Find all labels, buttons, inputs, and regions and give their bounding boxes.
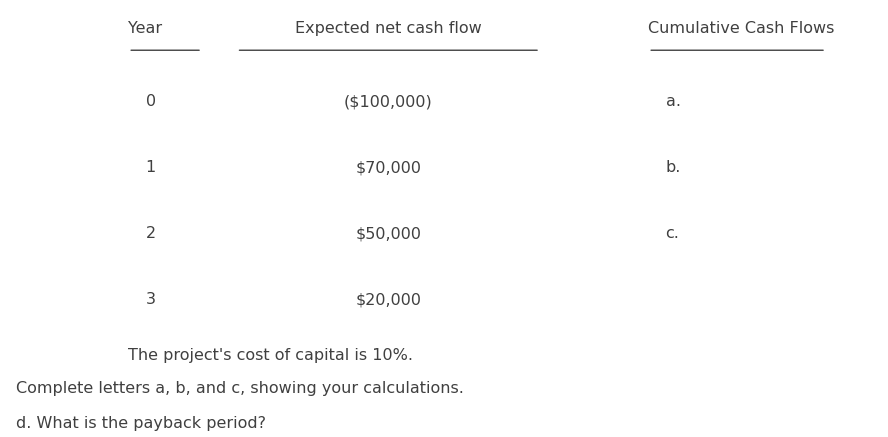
Text: Expected net cash flow: Expected net cash flow: [295, 21, 481, 36]
Text: c.: c.: [666, 226, 679, 241]
Text: $70,000: $70,000: [355, 160, 421, 175]
Text: 1: 1: [146, 160, 156, 175]
Text: a.: a.: [666, 94, 680, 109]
Text: 2: 2: [146, 226, 155, 241]
Text: $20,000: $20,000: [355, 292, 421, 307]
Text: 3: 3: [146, 292, 155, 307]
Text: Year: Year: [128, 21, 163, 36]
Text: The project's cost of capital is 10%.: The project's cost of capital is 10%.: [128, 348, 413, 363]
Text: 0: 0: [146, 94, 155, 109]
Text: ($100,000): ($100,000): [344, 94, 432, 109]
Text: b.: b.: [666, 160, 681, 175]
Text: $50,000: $50,000: [355, 226, 421, 241]
Text: d. What is the payback period?: d. What is the payback period?: [16, 416, 266, 431]
Text: Complete letters a, b, and c, showing your calculations.: Complete letters a, b, and c, showing yo…: [16, 381, 464, 396]
Text: Cumulative Cash Flows: Cumulative Cash Flows: [648, 21, 835, 36]
